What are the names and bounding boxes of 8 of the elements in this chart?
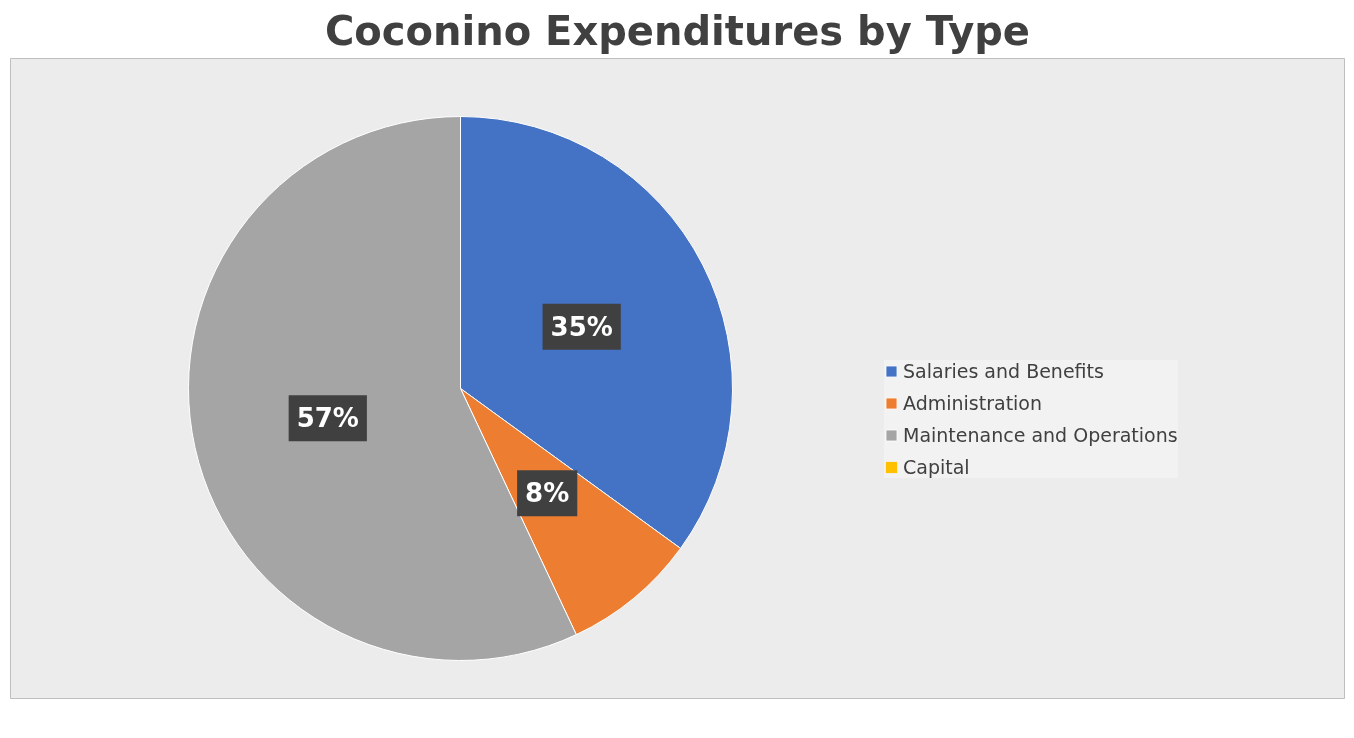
legend-label: Salaries and Benefits [903, 360, 1104, 382]
data-label: 35% [550, 311, 613, 342]
legend-label: Maintenance and Operations [903, 424, 1178, 446]
data-label: 57% [296, 403, 359, 434]
legend-label: Administration [903, 392, 1043, 414]
data-label: 8% [525, 478, 570, 509]
chart-title: Coconino Expenditures by Type [325, 7, 1030, 54]
legend-label: Capital [903, 456, 970, 478]
